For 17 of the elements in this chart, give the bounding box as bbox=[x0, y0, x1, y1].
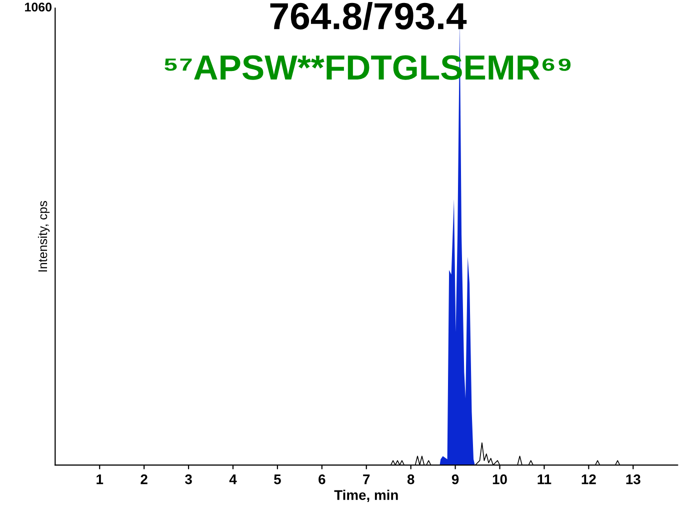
x-tick-label: 10 bbox=[492, 474, 507, 484]
x-tick-label: 8 bbox=[407, 474, 414, 484]
x-axis-title: Time, min bbox=[334, 490, 398, 502]
x-tick-label: 2 bbox=[140, 474, 148, 484]
x-tick-label: 13 bbox=[626, 474, 640, 484]
chart-title: 764.8/793.4 bbox=[270, 2, 467, 30]
x-tick-label: 12 bbox=[582, 474, 596, 484]
y-axis-title: Intensity, cps bbox=[38, 201, 50, 272]
x-tick-label: 9 bbox=[452, 474, 459, 484]
text: 1060 bbox=[25, 2, 52, 12]
x-tick-label: 1 bbox=[96, 474, 104, 484]
x-tick-label: 6 bbox=[318, 474, 326, 484]
x-tick-label: 11 bbox=[538, 474, 552, 484]
x-tick-label: 5 bbox=[274, 474, 281, 484]
x-tick-label: 7 bbox=[363, 474, 370, 484]
x-tick-label: 4 bbox=[229, 474, 237, 484]
x-tick-label: 3 bbox=[184, 474, 192, 484]
